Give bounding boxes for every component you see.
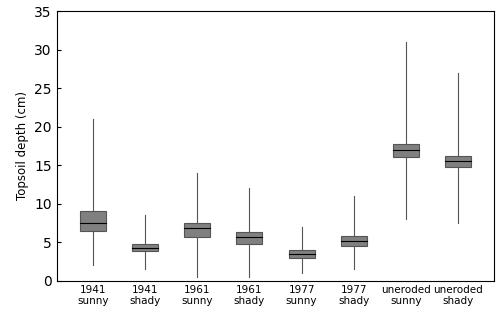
Bar <box>184 223 210 237</box>
Y-axis label: Topsoil depth (cm): Topsoil depth (cm) <box>16 91 28 200</box>
Bar <box>132 244 158 251</box>
Bar <box>80 211 106 231</box>
Bar <box>393 144 419 158</box>
Bar <box>288 250 314 258</box>
Bar <box>236 232 262 244</box>
Bar <box>445 156 471 167</box>
Bar <box>340 236 366 246</box>
